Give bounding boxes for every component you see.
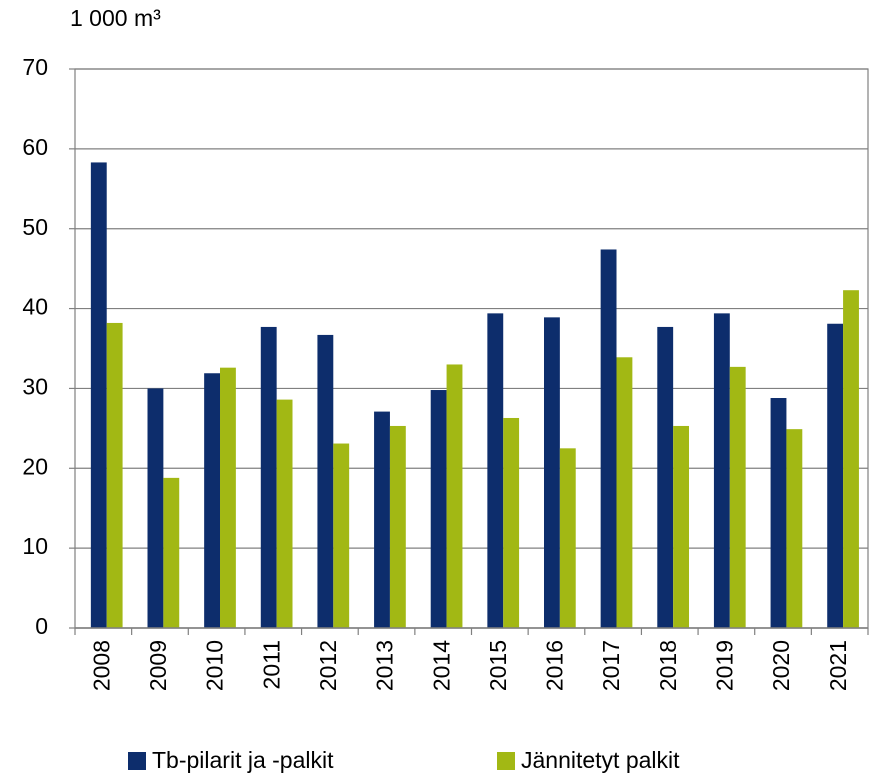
bar (657, 326, 674, 628)
legend-label: Tb-pilarit ja -palkit (152, 747, 334, 773)
x-tick-label: 2015 (485, 640, 511, 691)
bar (446, 364, 463, 628)
bar (487, 313, 504, 628)
bar (106, 322, 123, 628)
legend-label: Jännitetyt palkit (521, 747, 680, 773)
bar (276, 399, 293, 628)
x-tick-label: 2009 (145, 640, 171, 691)
y-tick-label: 10 (22, 533, 48, 559)
x-tick-label: 2019 (711, 640, 737, 691)
bar (673, 425, 690, 628)
x-tick-label: 2013 (372, 640, 398, 691)
x-tick-label: 2016 (542, 640, 568, 691)
legend-swatch (128, 752, 146, 770)
legend-swatch (497, 752, 515, 770)
bar (600, 249, 617, 628)
axis-label: 1 000 m³ (70, 5, 161, 31)
y-tick-label: 20 (22, 453, 48, 479)
bar (843, 290, 859, 628)
x-tick-label: 2021 (825, 640, 851, 691)
x-tick-label: 2008 (88, 640, 114, 691)
bar (503, 417, 520, 628)
bar (770, 398, 787, 628)
x-tick-label: 2011 (258, 640, 284, 689)
x-tick-label: 2010 (202, 640, 228, 691)
bar (729, 366, 746, 628)
y-tick-label: 0 (35, 613, 48, 639)
bar (317, 334, 334, 628)
bar (204, 373, 221, 628)
x-tick-label: 2017 (598, 640, 624, 691)
bar (616, 357, 633, 628)
bar (827, 323, 844, 628)
x-tick-label: 2014 (428, 640, 454, 691)
bar (389, 425, 406, 628)
bar (90, 162, 107, 628)
bar (147, 388, 164, 628)
bar (220, 367, 236, 628)
bar (374, 411, 390, 628)
y-tick-label: 50 (22, 214, 48, 240)
bar (713, 313, 730, 628)
bar (544, 317, 560, 628)
y-tick-label: 60 (22, 134, 48, 160)
bar (163, 477, 180, 628)
x-tick-label: 2012 (315, 640, 341, 691)
bar (786, 429, 803, 628)
bar (430, 390, 447, 628)
x-tick-label: 2018 (655, 640, 681, 691)
y-tick-label: 40 (22, 294, 48, 320)
x-tick-label: 2020 (768, 640, 794, 691)
bar (260, 326, 277, 628)
y-tick-label: 70 (22, 54, 48, 80)
bar (559, 448, 576, 628)
bar (333, 443, 350, 628)
y-tick-label: 30 (22, 374, 48, 400)
